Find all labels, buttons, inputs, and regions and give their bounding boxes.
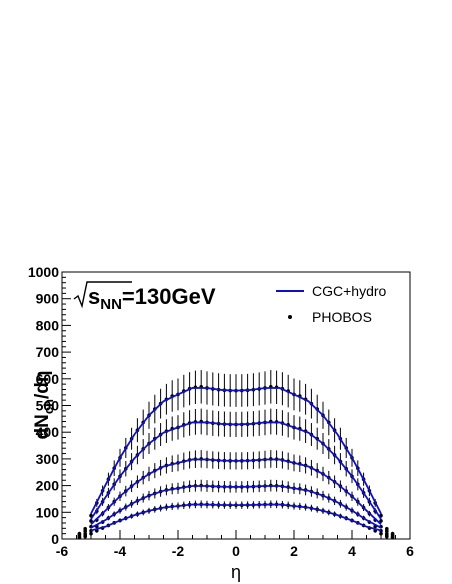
x-tick-label: 0 (232, 543, 240, 559)
y-axis-label-main: dN (32, 414, 53, 439)
legend-data-label: PHOBOS (312, 309, 372, 325)
legend-data-marker (288, 315, 292, 319)
x-tick-label: -4 (114, 543, 127, 559)
sqrt-sign (73, 281, 132, 309)
x-tick-label: 2 (290, 543, 298, 559)
y-tick-label: 300 (36, 451, 60, 467)
x-tick-label: 6 (406, 543, 414, 559)
energy-annotation: sNN=130GeV (73, 281, 216, 313)
y-tick-label: 600 (36, 371, 60, 387)
data-point (385, 529, 389, 533)
model-curve (90, 485, 382, 529)
x-tick-label: -6 (56, 543, 69, 559)
model-curve (90, 386, 382, 515)
data-point (89, 531, 93, 536)
energy-label-prefix: s (88, 284, 100, 309)
y-tick-label: 200 (36, 478, 60, 494)
cgc-hydro-curves (90, 386, 382, 532)
x-axis-label: η (231, 562, 241, 582)
y-tick-label: 900 (36, 291, 60, 307)
legend-model-label: CGC+hydro (312, 283, 387, 299)
y-tick-label: 700 (36, 344, 60, 360)
data-point (83, 534, 87, 539)
legend: CGC+hydro PHOBOS (276, 283, 387, 325)
y-axis-label-subscript: ch (41, 399, 56, 414)
y-tick-label: 1000 (28, 264, 59, 280)
y-tick-label: 100 (36, 504, 60, 520)
data-point (83, 529, 87, 533)
y-axis-label-suffix: /dη (32, 371, 53, 400)
x-tick-labels: -6 -4 -2 0 2 4 6 (56, 543, 414, 559)
x-tick-label: -2 (172, 543, 185, 559)
data-point (379, 531, 383, 536)
data-point (89, 519, 93, 523)
model-curve (90, 458, 382, 525)
y-tick-label: 500 (36, 398, 60, 414)
energy-label-subscript: NN (100, 296, 122, 313)
y-tick-label: 400 (36, 424, 60, 440)
data-point (77, 535, 82, 540)
y-tick-label: 800 (36, 317, 60, 333)
y-tick-labels: 0 100 200 300 400 500 600 700 800 900 1000 (28, 264, 59, 547)
model-curve (90, 421, 382, 520)
axis-ticks (61, 271, 411, 540)
model-curve (90, 503, 382, 532)
energy-label-suffix: =130GeV (122, 284, 216, 309)
data-point (385, 534, 389, 539)
energy-label: sNN=130GeV (88, 284, 216, 313)
x-tick-label: 4 (348, 543, 356, 559)
y-axis-label: dNch/dη (32, 371, 56, 440)
y-tick-label: 0 (51, 531, 59, 547)
data-point (390, 535, 395, 540)
data-point (379, 519, 383, 523)
